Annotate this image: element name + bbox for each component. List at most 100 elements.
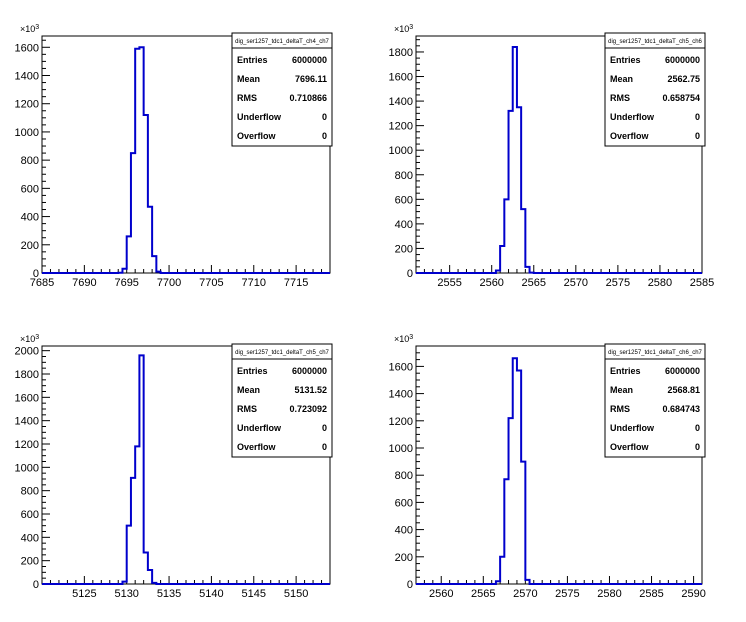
x-tick-label: 7690 xyxy=(72,277,96,289)
y-tick-label: 1000 xyxy=(389,145,413,157)
y-tick-label: 0 xyxy=(33,579,39,591)
stats-value: 0.684743 xyxy=(662,404,700,414)
histogram-bin xyxy=(500,246,504,273)
stats-value: 0 xyxy=(695,423,700,433)
stats-label: Mean xyxy=(610,385,633,395)
x-tick-label: 7685 xyxy=(30,277,54,289)
y-tick-label: 600 xyxy=(395,497,413,509)
histogram-bin xyxy=(152,256,156,273)
x-tick-label: 2560 xyxy=(429,588,453,600)
x-tick-label: 2565 xyxy=(471,588,495,600)
stats-box-title: dig_ser1257_tdc1_deltaT_ch5_ch6 xyxy=(608,39,702,45)
stats-value: 2562.75 xyxy=(667,74,700,84)
y-tick-label: 1400 xyxy=(15,71,39,83)
y-exponent-label: ×103 xyxy=(394,24,413,34)
stats-label: Underflow xyxy=(610,112,655,122)
x-tick-label: 5135 xyxy=(157,588,181,600)
stats-label: Mean xyxy=(237,74,260,84)
histogram-bin xyxy=(521,209,525,273)
stats-value: 6000000 xyxy=(292,55,327,65)
x-tick-label: 2585 xyxy=(690,277,714,289)
stats-value: 0.723092 xyxy=(289,404,327,414)
histogram-bin xyxy=(131,153,135,273)
stats-box-frame xyxy=(231,32,333,147)
histogram-bin xyxy=(144,553,148,585)
histogram-bin xyxy=(144,115,148,273)
histogram-bin xyxy=(127,526,131,584)
stats-box-title: dig_ser1257_tdc1_deltaT_ch5_ch7 xyxy=(235,350,329,356)
stats-value: 6000000 xyxy=(292,366,327,376)
stats-value: 0 xyxy=(695,112,700,122)
x-tick-label: 5125 xyxy=(72,588,96,600)
histogram-bin xyxy=(148,207,152,273)
histogram-bin xyxy=(127,236,131,273)
histogram-bin xyxy=(122,582,126,584)
y-tick-label: 1400 xyxy=(15,416,39,428)
y-tick-label: 1600 xyxy=(389,72,413,84)
y-exponent-label: ×103 xyxy=(20,24,39,34)
stats-box-frame xyxy=(231,343,333,458)
x-tick-label: 2580 xyxy=(597,588,621,600)
histogram-bin xyxy=(521,462,525,584)
histogram-bin xyxy=(525,267,529,273)
histogram-line xyxy=(42,354,330,585)
stats-box-frame xyxy=(604,343,706,458)
x-tick-label: 7715 xyxy=(284,277,308,289)
y-tick-label: 1200 xyxy=(389,121,413,133)
stats-value: 0 xyxy=(322,423,327,433)
stats-box: dig_ser1257_tdc1_deltaT_ch4_ch7 Entries 60… xyxy=(231,32,333,147)
stats-value: 0 xyxy=(322,442,327,452)
histogram-bin xyxy=(513,47,517,273)
y-tick-label: 600 xyxy=(21,509,39,521)
x-tick-label: 2590 xyxy=(681,588,705,600)
x-tick-label: 5130 xyxy=(114,588,138,600)
stats-label: RMS xyxy=(237,404,257,414)
stats-label: RMS xyxy=(237,93,257,103)
stats-value: 6000000 xyxy=(665,366,700,376)
stats-label: Mean xyxy=(237,385,260,395)
stats-label: Overflow xyxy=(237,442,277,452)
y-tick-label: 800 xyxy=(395,170,413,182)
stats-box-title: dig_ser1257_tdc1_deltaT_ch4_ch7 xyxy=(235,39,329,45)
histogram-bin xyxy=(496,271,500,273)
histogram-bin xyxy=(148,570,152,584)
x-tick-label: 7695 xyxy=(114,277,138,289)
y-tick-label: 200 xyxy=(395,552,413,564)
stats-label: Overflow xyxy=(237,131,277,141)
x-tick-label: 2570 xyxy=(564,277,588,289)
histogram-pad-2: ×103 0 200 400 600 800 1000 1200 1400 1600 1800 255… xyxy=(389,24,715,289)
histogram-bin xyxy=(517,370,521,584)
stats-box: dig_ser1257_tdc1_deltaT_ch6_ch7 Entries 60… xyxy=(604,343,706,458)
histogram-bin xyxy=(517,107,521,273)
x-tick-label: 2585 xyxy=(639,588,663,600)
stats-value: 0 xyxy=(695,442,700,452)
stats-box: dig_ser1257_tdc1_deltaT_ch5_ch6 Entries 60… xyxy=(604,32,706,147)
x-tick-label: 5140 xyxy=(199,588,223,600)
stats-value: 7696.11 xyxy=(295,74,327,84)
x-tick-label: 2555 xyxy=(437,277,461,289)
y-tick-label: 1400 xyxy=(389,389,413,401)
y-tick-label: 1000 xyxy=(15,462,39,474)
y-tick-label: 800 xyxy=(21,486,39,498)
stats-box: dig_ser1257_tdc1_deltaT_ch5_ch7 Entries 60… xyxy=(231,343,333,458)
x-tick-label: 2575 xyxy=(606,277,630,289)
x-tick-label: 2575 xyxy=(555,588,579,600)
stats-label: Underflow xyxy=(237,423,282,433)
stats-label: Overflow xyxy=(610,442,650,452)
stats-value: 0 xyxy=(695,131,700,141)
x-tick-label: 2560 xyxy=(479,277,503,289)
y-tick-label: 400 xyxy=(395,219,413,231)
y-tick-label: 1200 xyxy=(15,439,39,451)
y-tick-label: 400 xyxy=(395,525,413,537)
histogram-bin xyxy=(131,478,135,584)
stats-label: Overflow xyxy=(610,131,650,141)
stats-label: Underflow xyxy=(237,112,282,122)
y-tick-label: 1000 xyxy=(15,127,39,139)
histogram-pad-4: ×103 0 200 400 600 800 1000 1200 1400 1600 2560 256… xyxy=(389,334,706,600)
stats-label: Mean xyxy=(610,74,633,84)
stats-value: 0 xyxy=(322,112,327,122)
histogram-bin xyxy=(139,355,143,584)
histogram-bin xyxy=(496,581,500,584)
y-tick-label: 1400 xyxy=(389,96,413,108)
y-exponent-label: ×103 xyxy=(20,334,39,344)
